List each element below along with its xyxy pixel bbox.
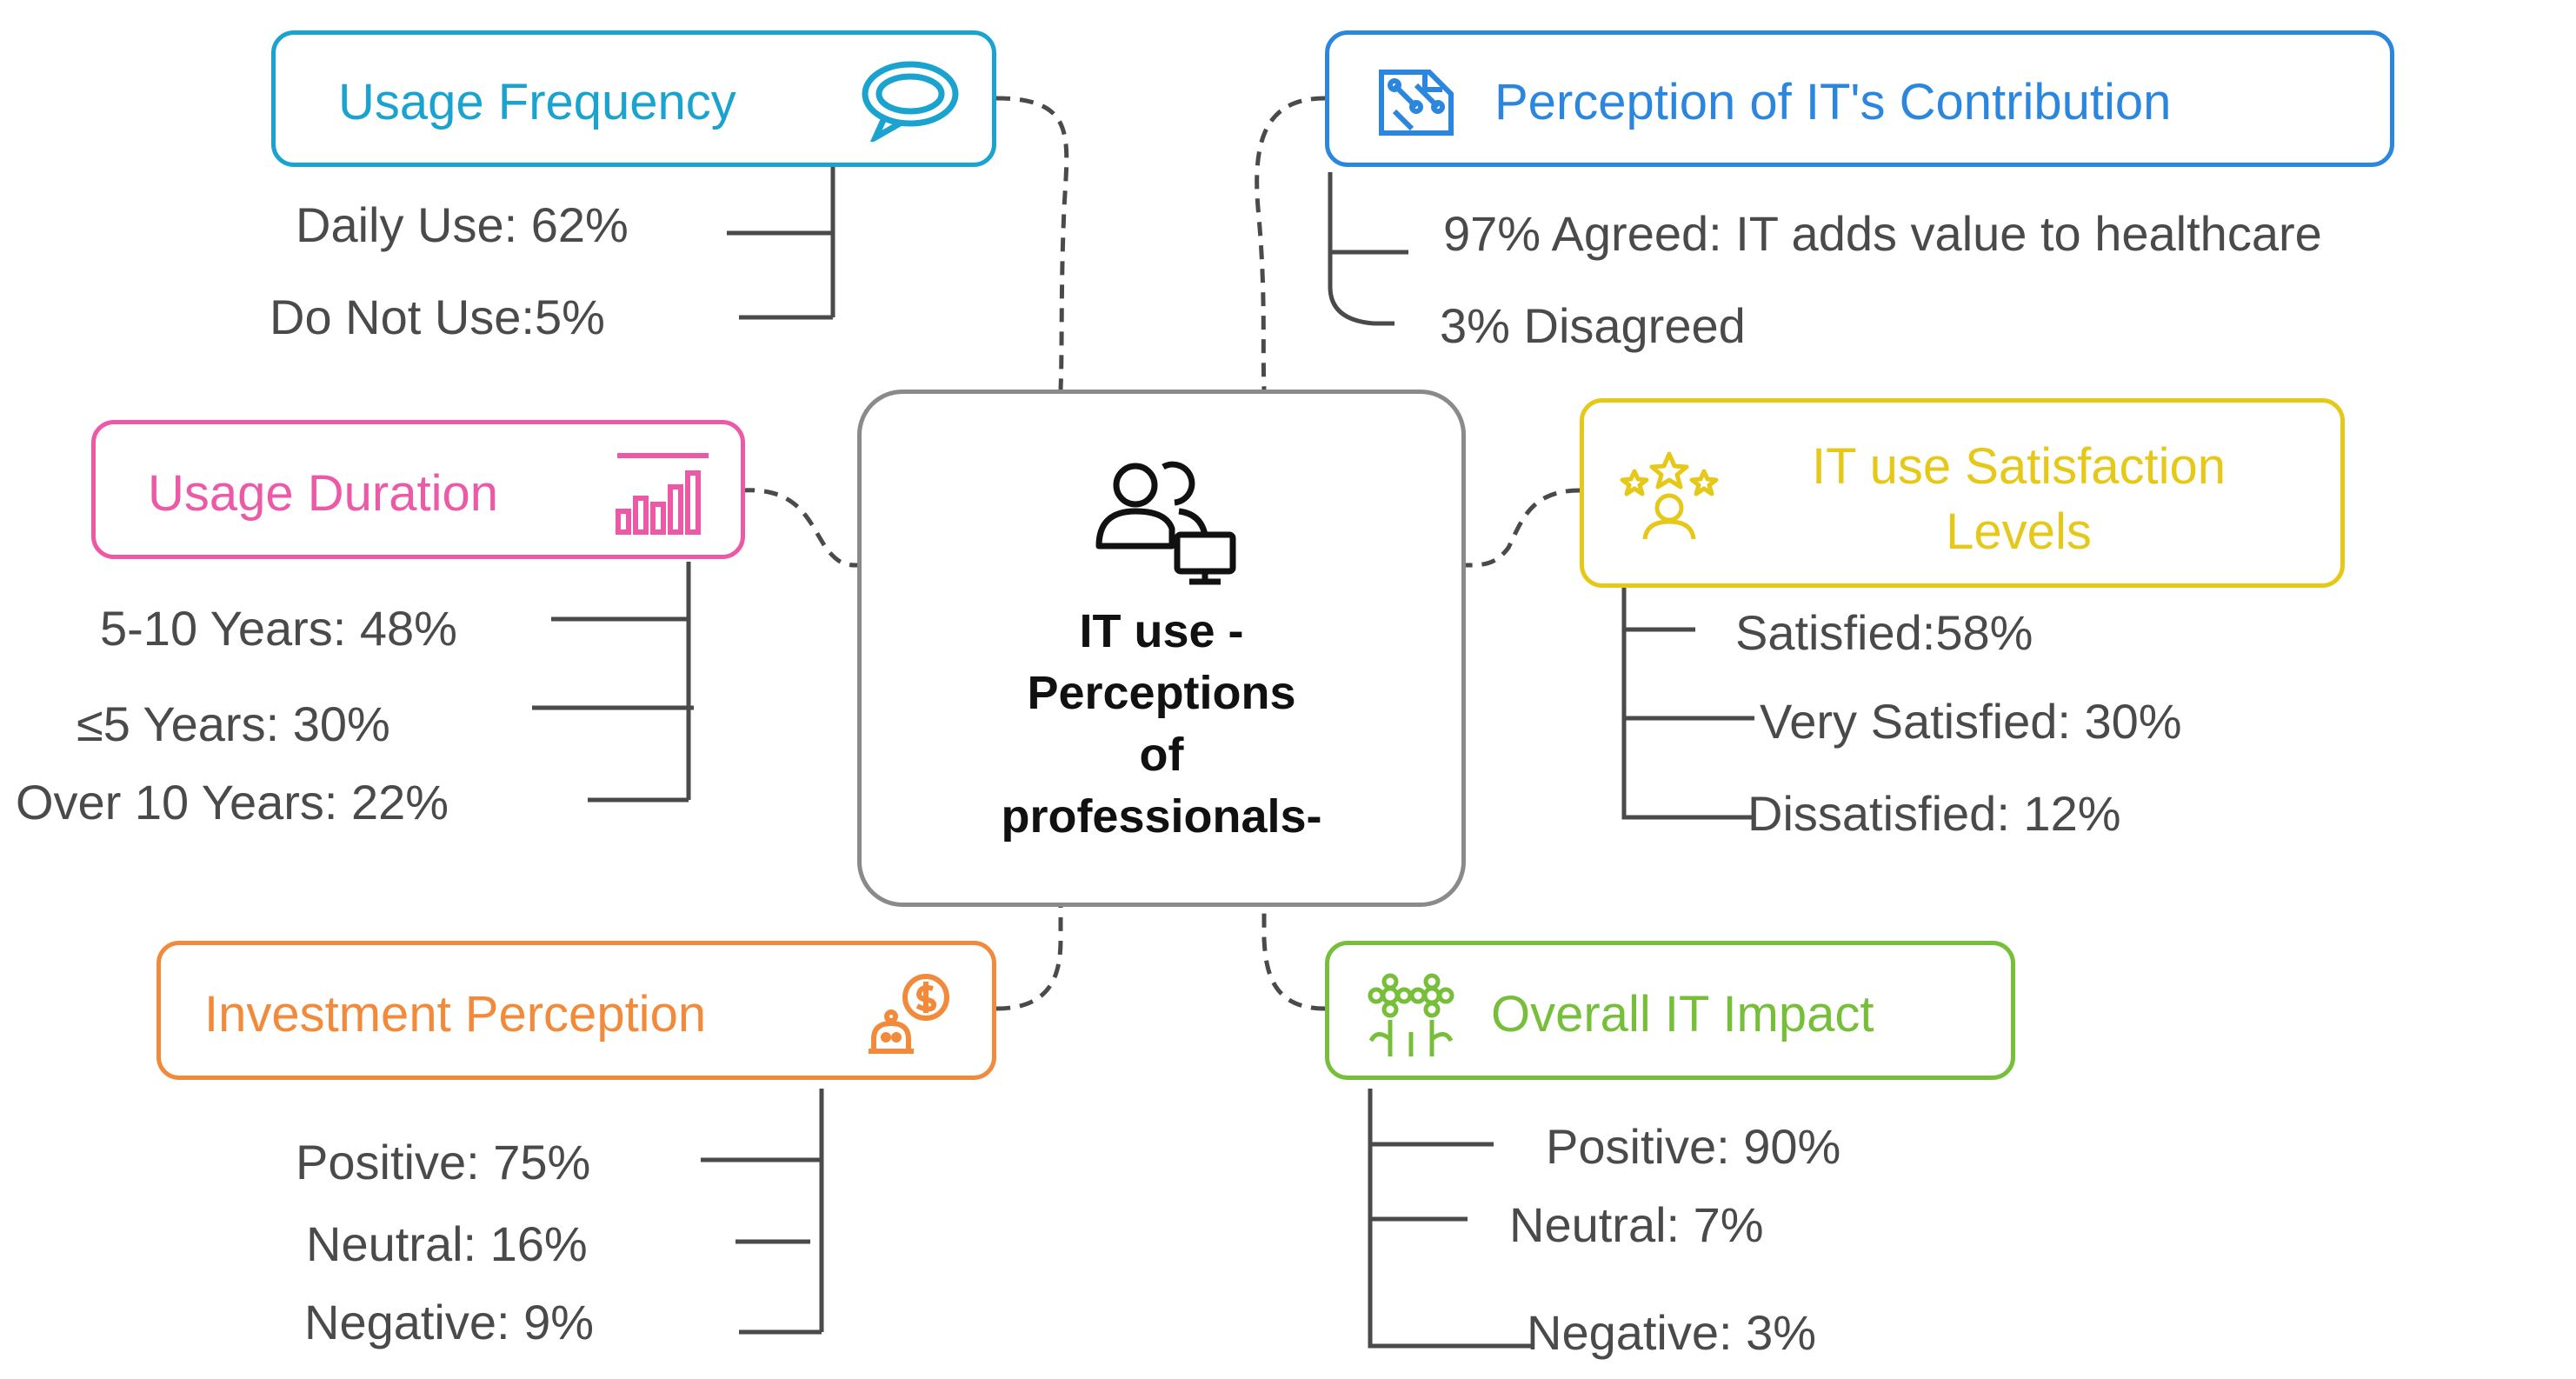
- investment-item-3: Negative: 9%: [304, 1295, 595, 1349]
- investment-box: Investment Perception: [156, 941, 996, 1080]
- overall-impact-box: Overall IT Impact: [1325, 941, 2015, 1080]
- investment-item-1: Positive: 75%: [296, 1135, 591, 1189]
- money-bot-icon: [869, 974, 949, 1054]
- perception-contribution-title: Perception of IT's Contribution: [1494, 74, 2172, 130]
- perception-contribution-box: Perception of IT's Contribution: [1325, 30, 2394, 167]
- satisfaction-box: IT use Satisfaction Levels: [1580, 398, 2345, 588]
- usage-frequency-title: Usage Frequency: [338, 74, 736, 130]
- satisfaction-item-2: Very Satisfied: 30%: [1760, 694, 2182, 749]
- usage-duration-title: Usage Duration: [148, 465, 498, 522]
- flowers-icon: [1368, 973, 1454, 1056]
- circuit-chip-icon: [1379, 70, 1454, 136]
- investment-title: Investment Perception: [204, 986, 707, 1043]
- bar-chart-icon: [616, 453, 709, 535]
- overall-impact-item-3: Negative: 3%: [1527, 1305, 1817, 1360]
- usage-duration-item-3: Over 10 Years: 22%: [16, 775, 449, 829]
- perception-contribution-item-1: 97% Agreed: IT adds value to healthcare: [1443, 206, 2322, 261]
- usage-duration-item-1: 5-10 Years: 48%: [100, 601, 457, 656]
- satisfaction-item-1: Satisfied:58%: [1735, 605, 2034, 660]
- usage-frequency-item-2: Do Not Use:5%: [270, 290, 605, 344]
- overall-impact-title: Overall IT Impact: [1491, 986, 1874, 1043]
- chat-bubble-icon: [862, 61, 959, 142]
- stars-person-icon: [1620, 451, 1719, 540]
- satisfaction-item-3: Dissatisfied: 12%: [1747, 786, 2121, 841]
- central-topic: IT use - Perceptions of professionals-: [857, 390, 1466, 907]
- usage-duration-box: Usage Duration: [91, 420, 745, 559]
- usage-duration-item-2: ≤5 Years: 30%: [77, 696, 390, 751]
- perception-contribution-item-2: 3% Disagreed: [1440, 298, 1746, 353]
- satisfaction-title: IT use Satisfaction Levels: [1811, 438, 2227, 560]
- usage-frequency-box: Usage Frequency: [271, 30, 996, 167]
- overall-impact-item-1: Positive: 90%: [1546, 1119, 1841, 1174]
- central-topic-title: IT use - Perceptions of professionals-: [1001, 605, 1322, 843]
- usage-frequency-item-1: Daily Use: 62%: [296, 197, 629, 252]
- investment-item-2: Neutral: 16%: [306, 1216, 588, 1271]
- users-monitor-icon: [1095, 461, 1236, 585]
- overall-impact-item-2: Neutral: 7%: [1509, 1197, 1764, 1252]
